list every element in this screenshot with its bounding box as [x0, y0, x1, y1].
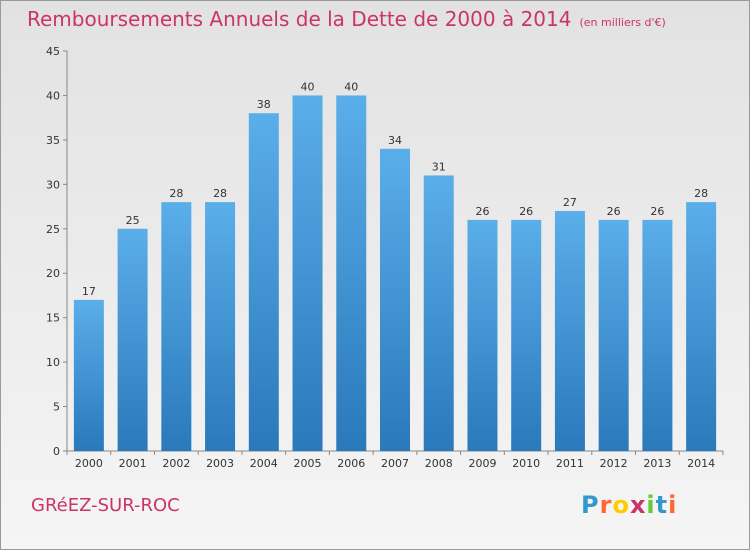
y-tick-label: 10: [46, 356, 60, 369]
data-label-2008: 31: [432, 160, 446, 173]
data-label-2009: 26: [475, 205, 489, 218]
y-tick-label: 30: [46, 178, 60, 191]
data-label-2001: 25: [126, 214, 140, 227]
data-label-2012: 26: [607, 205, 621, 218]
bar-2009: [467, 219, 498, 451]
x-tick-label: 2000: [75, 457, 103, 470]
y-tick-label: 40: [46, 89, 60, 102]
proxiti-logo: Proxiti: [581, 491, 677, 519]
bar-2001: [117, 228, 148, 451]
y-tick-label: 35: [46, 134, 60, 147]
x-tick-label: 2010: [512, 457, 540, 470]
y-tick-label: 0: [53, 445, 60, 458]
y-tick-label: 25: [46, 223, 60, 236]
logo-letter: i: [668, 491, 678, 519]
data-label-2011: 27: [563, 196, 577, 209]
data-label-2013: 26: [650, 205, 664, 218]
logo-letter: t: [655, 491, 669, 519]
data-label-2000: 17: [82, 285, 96, 298]
bar-2003: [205, 202, 236, 451]
bar-2012: [598, 219, 629, 451]
logo-letter: i: [646, 491, 656, 519]
bar-2002: [161, 202, 192, 451]
y-tick-label: 20: [46, 267, 60, 280]
x-tick-label: 2007: [381, 457, 409, 470]
bar-2004: [248, 113, 279, 451]
bar-2014: [686, 202, 717, 451]
commune-name: GRéEZ-SUR-ROC: [31, 495, 180, 516]
data-label-2014: 28: [694, 187, 708, 200]
data-label-2002: 28: [169, 187, 183, 200]
x-tick-label: 2002: [162, 457, 190, 470]
y-tick-label: 15: [46, 312, 60, 325]
x-tick-label: 2008: [425, 457, 453, 470]
data-label-2003: 28: [213, 187, 227, 200]
bar-2006: [336, 95, 367, 451]
logo-letter: x: [629, 491, 647, 519]
x-tick-label: 2001: [119, 457, 147, 470]
bar-2008: [423, 175, 454, 451]
chart-title: Remboursements Annuels de la Dette de 20…: [27, 7, 666, 31]
x-tick-label: 2004: [250, 457, 278, 470]
data-label-2005: 40: [301, 80, 315, 93]
x-tick-label: 2003: [206, 457, 234, 470]
x-tick-label: 2012: [600, 457, 628, 470]
bar-2010: [511, 219, 542, 451]
data-label-2007: 34: [388, 134, 402, 147]
x-tick-label: 2011: [556, 457, 584, 470]
x-tick-label: 2014: [687, 457, 715, 470]
data-label-2010: 26: [519, 205, 533, 218]
x-tick-label: 2009: [468, 457, 496, 470]
logo-letter: P: [581, 491, 600, 519]
x-tick-label: 2013: [643, 457, 671, 470]
data-label-2006: 40: [344, 80, 358, 93]
data-label-2004: 38: [257, 98, 271, 111]
bar-2000: [73, 299, 104, 451]
y-tick-label: 5: [53, 401, 60, 414]
title-text: Remboursements Annuels de la Dette de 20…: [27, 7, 572, 31]
bar-2013: [642, 219, 673, 451]
bar-2011: [554, 211, 585, 451]
bar-2007: [380, 148, 410, 451]
bar-2005: [292, 95, 323, 451]
x-tick-label: 2006: [337, 457, 365, 470]
logo-letter: o: [612, 491, 630, 519]
logo-letter: r: [599, 491, 613, 519]
unit-subtitle: (en milliers d'€): [579, 16, 666, 29]
x-tick-label: 2005: [294, 457, 322, 470]
y-tick-label: 45: [46, 45, 60, 58]
